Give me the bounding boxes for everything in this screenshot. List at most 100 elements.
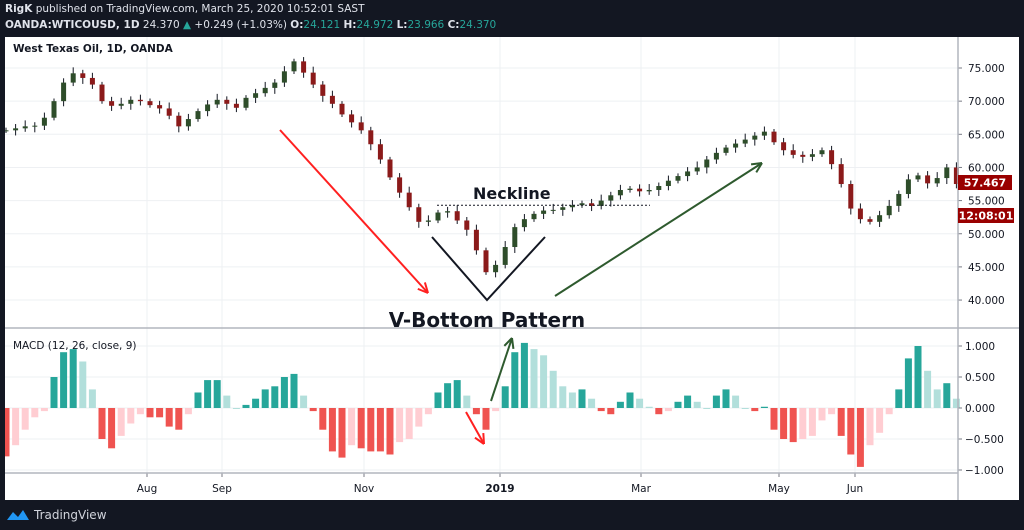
candle-body [310,72,316,85]
low-value: 23.966 [407,19,445,31]
chart-panel[interactable]: Aug Sep Nov 2019 Mar May Jun 75.000 70.000 65.000… [5,37,1019,500]
x-tick-label: Aug [137,483,158,495]
macd-histogram-bar [789,408,797,443]
candle-body [953,167,959,185]
candle-body [723,147,729,153]
candle-body [483,250,489,273]
candle-body [185,119,191,127]
candle-body [377,144,383,160]
high-label: H: [343,19,357,31]
candle-body [368,130,374,145]
macd-histogram-bar [156,408,164,418]
candle-body [637,188,643,192]
publish-text: published on TradingView.com, March 25, … [35,3,365,15]
macd-histogram-bar [808,408,816,436]
pattern-label: V-Bottom Pattern [389,308,585,332]
macd-histogram-bar [482,408,490,430]
macd-histogram-bar [223,395,231,408]
macd-histogram-bar [520,342,528,408]
candle-body [253,93,259,98]
macd-histogram-bar [597,408,605,412]
symbol: OANDA:WTICOUSD, 1D [5,19,140,31]
candle-body [397,177,403,193]
macd-histogram-bar [50,377,58,408]
candle-body [128,99,134,104]
macd-histogram-bar [924,370,932,408]
macd-up-arrow-head [511,337,515,350]
candle-body [176,115,182,127]
last-price: 24.370 [142,19,180,31]
candle-body [541,210,547,214]
macd-tick-label: 0.000 [965,403,995,415]
macd-histogram-bar [88,389,96,408]
macd-histogram-bar [405,408,413,439]
macd-histogram-bar [549,370,557,408]
macd-histogram-bar [69,349,77,408]
macd-histogram-bar [818,408,826,421]
x-tick-label: Mar [631,483,651,495]
open-value: 24.121 [303,19,341,31]
macd-histogram-bar [367,408,375,452]
macd-histogram-bar [136,408,144,415]
candle-body [502,247,508,265]
candle-body [704,159,710,168]
macd-histogram-bar [396,408,404,443]
macd-histogram-bar [501,386,509,408]
candle-body [195,111,201,120]
low-label: L: [396,19,408,31]
macd-title: MACD (12, 26, close, 9) [13,340,136,352]
macd-histogram-bar [741,408,749,409]
macd-histogram-bar [876,408,884,433]
macd-histogram-bar [12,408,20,446]
candle-body [41,117,47,126]
macd-histogram-bar [415,408,423,427]
macd-histogram-bar [319,408,327,430]
macd-histogram-bar [357,408,365,449]
chart-svg[interactable]: Aug Sep Nov 2019 Mar May Jun 75.000 70.000 65.000… [5,37,1019,500]
candle-body [771,131,777,143]
candle-body [531,213,537,220]
macd-tick-label: −1.000 [965,465,1004,477]
candle-body [281,71,287,83]
price-chart-title: West Texas Oil, 1D, OANDA [13,43,174,55]
tradingview-logo-icon [7,510,29,520]
macd-histogram-bar [837,408,845,436]
candle-body [262,87,268,94]
macd-histogram-bar [472,408,480,415]
candle-body [867,219,873,222]
macd-histogram-bar [760,406,768,408]
candle-body [243,97,249,108]
candle-body [819,150,825,155]
candle-body [886,205,892,216]
candle-body [61,82,67,102]
candle-body [89,77,95,85]
candle-body [877,215,883,222]
candle-body [435,212,441,221]
high-value: 24.972 [356,19,394,31]
candle-body [675,176,681,181]
candle-body [5,130,9,132]
candle-body [550,209,556,211]
macd-histogram-bar [300,395,308,408]
macd-histogram-bar [252,398,260,408]
macd-histogram-bar [588,398,596,408]
macd-histogram-bar [204,380,212,408]
macd-histogram-bar [280,377,288,408]
macd-histogram-bar [376,408,384,452]
macd-histogram-bar [684,395,692,408]
macd-up-arrow [490,337,513,402]
macd-histogram-bar [952,398,960,408]
macd-histogram-bar [194,392,202,408]
macd-histogram-bar [540,355,548,408]
macd-up-arrow-head [503,337,513,347]
macd-histogram-bar [770,408,778,430]
candle-body [51,101,57,118]
candle-body [800,154,806,157]
macd-histogram-bar [722,389,730,408]
candle-body [80,73,86,78]
candle-body [646,189,652,192]
macd-histogram-bar [184,408,192,415]
macd-histogram-bar [655,408,663,415]
candle-body [166,108,172,116]
candle-body [32,125,38,127]
